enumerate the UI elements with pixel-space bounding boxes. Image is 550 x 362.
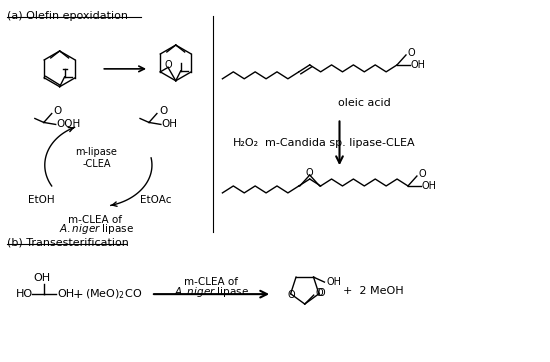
Text: O: O	[159, 106, 167, 115]
Text: +: +	[72, 288, 83, 300]
Text: $\it{A.niger}$ lipase: $\it{A.niger}$ lipase	[174, 285, 249, 299]
Text: HO: HO	[16, 289, 33, 299]
Text: OH: OH	[162, 119, 178, 130]
Text: O: O	[54, 106, 62, 115]
Text: oleic acid: oleic acid	[338, 98, 390, 108]
Text: O: O	[408, 48, 416, 58]
Text: +  2 MeOH: + 2 MeOH	[343, 286, 404, 296]
Text: (b) Transesterification: (b) Transesterification	[7, 237, 129, 248]
Text: O: O	[317, 288, 324, 298]
Text: m-CLEA of: m-CLEA of	[184, 277, 239, 287]
Text: OH: OH	[326, 277, 342, 287]
Text: O: O	[419, 169, 426, 179]
Text: OH: OH	[33, 273, 51, 283]
Text: EtOH: EtOH	[29, 195, 55, 205]
Text: m-lipase
-CLEA: m-lipase -CLEA	[75, 147, 117, 169]
Text: m-Candida sp. lipase-CLEA: m-Candida sp. lipase-CLEA	[265, 138, 415, 148]
Text: (a) Olefin epoxidation: (a) Olefin epoxidation	[7, 11, 128, 21]
Text: OH: OH	[422, 181, 437, 191]
Text: $\it{A.niger}$ lipase: $\it{A.niger}$ lipase	[59, 222, 134, 236]
Text: H₂O₂: H₂O₂	[233, 138, 260, 148]
Text: OH: OH	[58, 289, 75, 299]
Text: O: O	[164, 60, 172, 70]
Text: O: O	[316, 288, 323, 298]
Text: (MeO)$_2$CO: (MeO)$_2$CO	[85, 287, 142, 301]
Text: OOH: OOH	[57, 119, 81, 130]
Text: O: O	[288, 290, 295, 300]
Text: m-CLEA of: m-CLEA of	[68, 215, 125, 225]
Text: O: O	[306, 168, 313, 178]
Text: EtOAc: EtOAc	[140, 195, 172, 205]
Text: OH: OH	[411, 60, 426, 70]
